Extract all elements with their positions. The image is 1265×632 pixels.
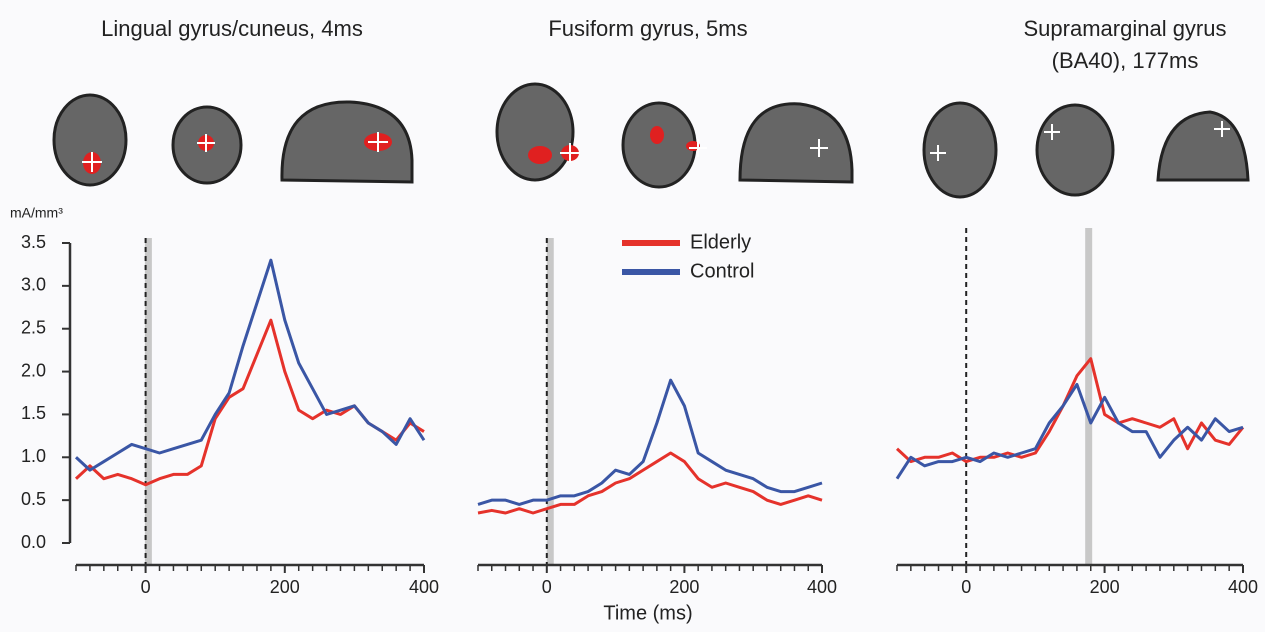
x-tick-label: 0 xyxy=(141,577,151,597)
y-tick-label: 3.0 xyxy=(21,275,46,295)
legend-label: Elderly xyxy=(690,231,751,253)
x-axis-label: Time (ms) xyxy=(603,602,692,624)
y-tick-label: 0.0 xyxy=(21,532,46,552)
chart-title: Lingual gyrus/cuneus, 4ms xyxy=(101,16,363,41)
x-tick-label: 0 xyxy=(542,577,552,597)
legend-label: Control xyxy=(690,260,754,282)
chart-title: (BA40), 177ms xyxy=(1052,48,1199,73)
y-tick-label: 3.5 xyxy=(21,232,46,252)
figure: Lingual gyrus/cuneus, 4ms 0 200 400 0.0 0.5 1.… xyxy=(0,0,1265,632)
y-tick-label: 1.5 xyxy=(21,403,46,423)
y-axis-label: mA/mm³ xyxy=(10,205,63,221)
series-line xyxy=(478,453,822,513)
x-tick-label: 200 xyxy=(1090,577,1120,597)
x-tick-label: 200 xyxy=(270,577,300,597)
page: Lingual gyrus/cuneus, 4ms 0 200 400 0.0 0.5 1.… xyxy=(0,0,1265,632)
x-tick-label: 400 xyxy=(807,577,837,597)
x-tick-label: 400 xyxy=(409,577,439,597)
y-tick-label: 0.5 xyxy=(21,489,46,509)
chart-title: Fusiform gyrus, 5ms xyxy=(548,16,747,41)
y-tick-label: 2.0 xyxy=(21,360,46,380)
series-line xyxy=(478,380,822,504)
highlight-band xyxy=(1085,228,1092,565)
series-line xyxy=(76,320,424,485)
brain-images xyxy=(54,84,1248,197)
y-tick-label: 2.5 xyxy=(21,317,46,337)
x-tick-label: 400 xyxy=(1228,577,1258,597)
y-tick-label: 1.0 xyxy=(21,446,46,466)
chart-title: Supramarginal gyrus xyxy=(1024,16,1227,41)
series-line xyxy=(897,384,1243,478)
series-line xyxy=(897,359,1243,462)
x-tick-label: 0 xyxy=(961,577,971,597)
x-tick-label: 200 xyxy=(669,577,699,597)
series-line xyxy=(76,260,424,470)
